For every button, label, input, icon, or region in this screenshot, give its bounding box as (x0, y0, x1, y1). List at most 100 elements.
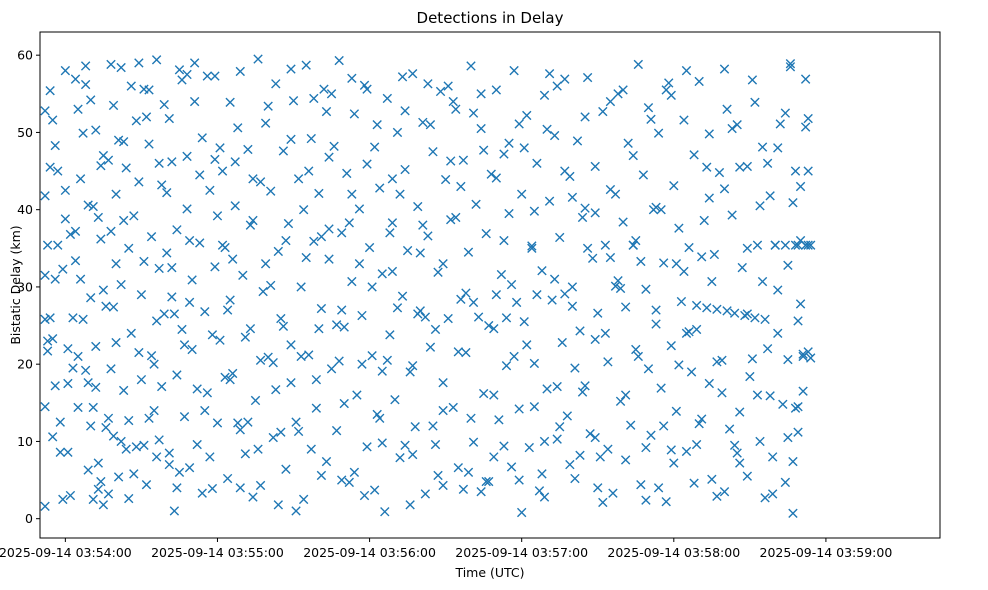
data-point-marker (42, 336, 53, 346)
data-point-marker (253, 54, 263, 64)
data-point-marker (656, 383, 666, 393)
data-point-marker (93, 212, 104, 223)
data-point-marker (167, 292, 177, 302)
data-point-marker (238, 270, 248, 281)
data-point-marker (506, 462, 517, 472)
data-point-marker (529, 401, 540, 412)
data-point-marker (549, 274, 560, 284)
data-point-marker (293, 174, 304, 184)
data-point-marker (722, 306, 732, 316)
data-point-marker (306, 444, 316, 454)
data-point-marker (271, 384, 281, 395)
data-point-marker (798, 386, 808, 396)
data-point-marker (516, 507, 527, 518)
data-point-marker (240, 449, 251, 459)
data-point-marker (377, 366, 387, 376)
data-point-marker (747, 354, 758, 364)
data-point-marker (735, 458, 745, 468)
data-point-marker (301, 252, 311, 263)
data-point-marker (643, 364, 654, 374)
data-point-marker (651, 202, 661, 213)
data-point-marker (42, 240, 53, 250)
data-point-marker (778, 399, 788, 410)
data-point-marker (182, 204, 192, 214)
data-point-marker (752, 390, 763, 400)
data-point-marker (544, 196, 555, 206)
data-point-marker (709, 249, 720, 260)
data-point-marker (590, 208, 600, 218)
data-point-marker (438, 259, 448, 269)
data-point-marker (790, 166, 801, 176)
data-point-marker (681, 446, 692, 457)
data-point-marker (367, 282, 377, 292)
data-point-marker (375, 413, 385, 423)
data-point-marker (164, 459, 174, 470)
data-point-marker (225, 97, 235, 107)
data-point-marker (486, 169, 496, 179)
data-point-marker (255, 355, 266, 366)
data-point-marker (63, 378, 73, 389)
data-point-marker (767, 452, 778, 462)
data-point-marker (151, 316, 162, 326)
data-point-marker (613, 276, 623, 286)
data-point-marker (453, 347, 464, 357)
data-point-marker (539, 90, 550, 101)
data-point-marker (740, 310, 750, 321)
data-point-marker (385, 330, 395, 340)
data-point-marker (620, 455, 631, 465)
data-point-marker (542, 384, 552, 394)
data-point-marker (286, 134, 296, 145)
data-point-marker (453, 463, 464, 473)
data-point-marker (468, 437, 479, 447)
data-point-marker (336, 305, 347, 315)
data-point-marker (646, 430, 656, 440)
data-point-marker (484, 320, 494, 331)
data-point-marker (116, 279, 126, 290)
data-point-marker (704, 129, 714, 139)
data-point-marker (377, 269, 387, 279)
data-point-marker (780, 108, 791, 118)
data-point-marker (93, 484, 104, 495)
data-point-marker (63, 447, 73, 457)
data-point-marker (699, 215, 709, 226)
data-point-marker (47, 333, 58, 344)
data-point-marker (425, 120, 436, 130)
data-point-marker (68, 363, 78, 373)
data-point-marker (717, 355, 727, 366)
data-point-marker (613, 89, 623, 99)
data-point-marker (205, 185, 215, 196)
data-point-marker (590, 432, 600, 443)
data-point-marker (314, 323, 324, 334)
data-point-marker (96, 234, 106, 244)
data-point-marker (321, 456, 332, 467)
data-point-marker (499, 149, 509, 159)
data-point-marker (382, 355, 393, 366)
data-point-marker (534, 486, 545, 496)
data-point-marker (539, 492, 550, 502)
data-point-marker (745, 371, 755, 382)
data-point-marker (626, 420, 636, 430)
data-point-marker (577, 387, 588, 397)
data-point-marker (423, 231, 433, 241)
data-point-marker (86, 293, 96, 303)
data-point-marker (595, 452, 605, 462)
data-point-marker (179, 412, 190, 422)
data-point-marker (205, 452, 215, 462)
data-point-marker (798, 349, 808, 359)
data-point-marker (593, 483, 603, 493)
data-point-marker (141, 112, 152, 122)
data-point-marker (420, 489, 431, 499)
data-point-marker (555, 232, 565, 243)
data-point-marker (795, 299, 806, 309)
data-point-marker (177, 324, 187, 335)
data-point-marker (458, 155, 469, 165)
data-point-marker (501, 361, 512, 371)
data-point-marker (309, 236, 319, 247)
data-point-marker (757, 276, 768, 287)
data-point-marker (674, 223, 684, 233)
data-point-marker (354, 204, 365, 214)
data-point-marker (484, 476, 494, 487)
data-point-marker (387, 266, 398, 277)
data-point-marker (298, 494, 309, 505)
data-point-marker (446, 215, 456, 225)
